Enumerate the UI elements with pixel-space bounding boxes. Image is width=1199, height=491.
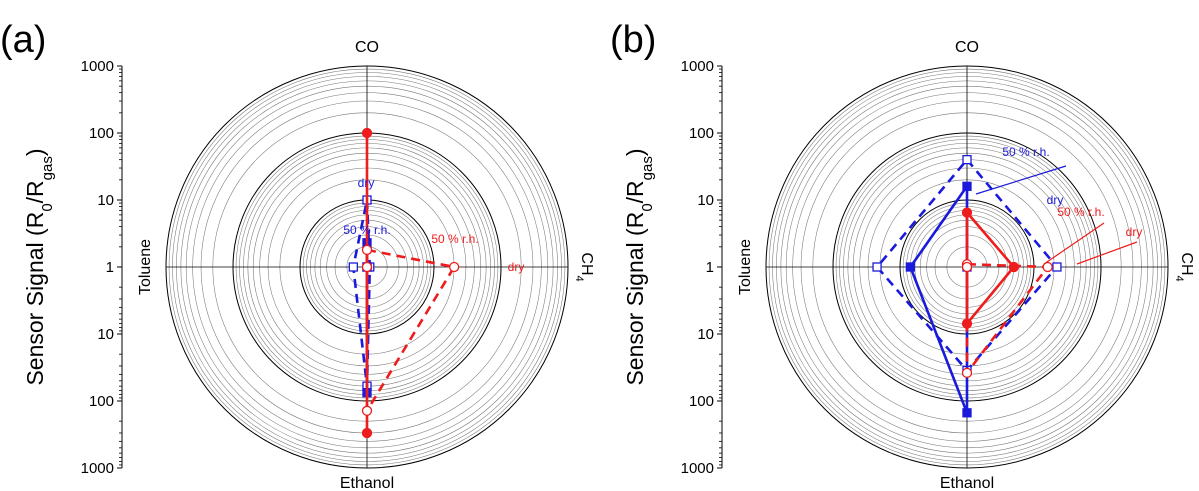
p0-annotation-label: 50 % r.h. — [431, 232, 478, 246]
p1-scale-tick-label: 100 — [689, 393, 714, 410]
p0-series-point-0-Toluene — [348, 262, 358, 272]
p1-series-point-0-CH4 — [1052, 262, 1062, 272]
p1-scale-tick-label: 1000 — [681, 58, 714, 75]
p0-annotation-label: dry — [508, 260, 525, 274]
p0-series-point-3-Ethanol — [361, 405, 373, 416]
p1-series-point-0-Toluene — [872, 262, 882, 272]
p1-annotation-label: dry — [1126, 225, 1143, 239]
p0-axis-label-co: CO — [355, 39, 379, 56]
p0-scale-tick-label: 1 — [106, 259, 114, 276]
radar-chart-b: 1000 100 10 1 10 100 1000 Sensor Signal (R0/Rga… — [600, 0, 1199, 491]
p1-annotation-label: 50 % r.h. — [1002, 145, 1049, 159]
p0-scale-tick-label: 100 — [89, 125, 114, 142]
radar-chart-a-svg: 1000 100 10 1 10 100 1000 Sensor Signal (R0/Rga… — [0, 19, 595, 491]
p1-annotation-leader — [975, 165, 1067, 195]
p1-scale-tick-label: 1000 — [681, 460, 714, 477]
p0-annotation-label: dry — [358, 176, 375, 190]
p0-scale-axis-title: Sensor Signal (R0/Rgas) — [22, 148, 56, 385]
p1-series-point-1-Ethanol — [962, 408, 972, 418]
p0-axis-label-ch4: CH4 — [573, 252, 595, 281]
p0-scale-tick-label: 1000 — [81, 460, 114, 477]
p0-series-point-3-Toluene — [361, 261, 373, 273]
p0-axis-label-toluene: Toluene — [137, 239, 154, 295]
p1-series-point-1-CO — [962, 181, 972, 191]
p0-panel-label: (a) — [0, 19, 46, 61]
p1-series-point-1-Toluene — [905, 262, 916, 272]
p1-series-point-3-CH4 — [1042, 261, 1053, 273]
p1-scale-tick-label: 10 — [697, 192, 714, 209]
p0-axis-label-ethanol: Ethanol — [340, 475, 394, 491]
p1-axis-label-ch4: CH4 — [1173, 252, 1195, 281]
p1-series-point-0-CO — [962, 155, 972, 165]
p1-series-point-2-CO — [961, 207, 973, 218]
p1-scale-axis-title: Sensor Signal (R0/Rgas) — [622, 148, 656, 385]
p1-axis-label-ethanol: Ethanol — [940, 475, 994, 491]
radar-chart-b-svg: 1000 100 10 1 10 100 1000 Sensor Signal (R0/Rga… — [610, 19, 1195, 491]
p0-annotation-label: 50 % r.h. — [343, 223, 390, 237]
p1-annotation-leader — [1043, 222, 1105, 265]
p0-scale-tick-label: 100 — [89, 393, 114, 410]
p1-annotation-leader — [1076, 241, 1138, 265]
p0-series-point-3-CH4 — [449, 261, 460, 273]
p1-scale-tick-label: 10 — [697, 326, 714, 343]
p1-axis-label-toluene: Toluene — [737, 239, 754, 295]
p0-series-point-3-CO — [361, 244, 373, 256]
radar-chart-a: 1000 100 10 1 10 100 1000 Sensor Signal (R0/Rga… — [0, 19, 595, 491]
p1-scale-tick-label: 1 — [706, 259, 714, 276]
p0-scale-tick-label: 10 — [97, 192, 114, 209]
p0-series-point-2-Ethanol — [361, 427, 373, 439]
p1-annotation-label: dry — [1047, 193, 1064, 207]
p1-axis-label-co: CO — [955, 39, 979, 56]
p0-scale-tick-label: 10 — [97, 326, 114, 343]
p0-scale-tick-label: 1000 — [81, 58, 114, 75]
p1-panel-label: (b) — [610, 19, 656, 61]
p1-annotation-label: 50 % r.h. — [1057, 205, 1104, 219]
p0-series-point-2-CO — [361, 127, 373, 139]
p1-series-point-3-Toluene — [961, 261, 973, 273]
p1-series-point-3-Ethanol — [961, 367, 973, 378]
p1-scale-tick-label: 100 — [689, 125, 714, 142]
